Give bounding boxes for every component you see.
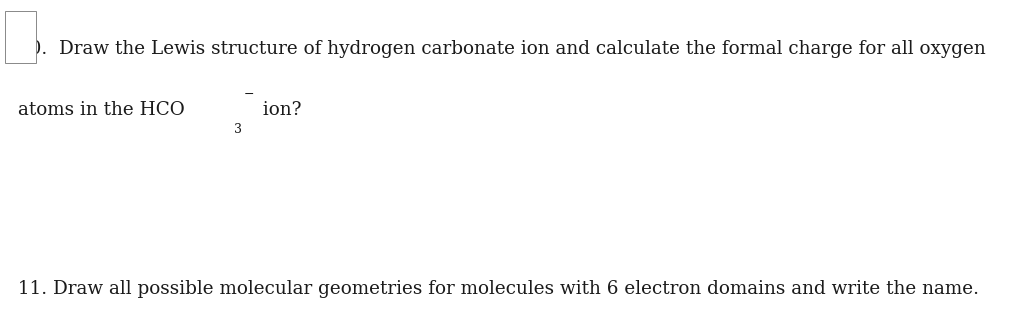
Text: atoms in the HCO: atoms in the HCO [18, 101, 185, 119]
Text: 11. Draw all possible molecular geometries for molecules with 6 electron domains: 11. Draw all possible molecular geometri… [18, 280, 979, 298]
Text: −: − [244, 88, 254, 101]
Bar [5, 11, 36, 63]
Text: 3: 3 [233, 123, 242, 136]
Text: 10.  Draw the Lewis structure of hydrogen carbonate ion and calculate the formal: 10. Draw the Lewis structure of hydrogen… [18, 40, 986, 58]
Text: ion?: ion? [257, 101, 302, 119]
